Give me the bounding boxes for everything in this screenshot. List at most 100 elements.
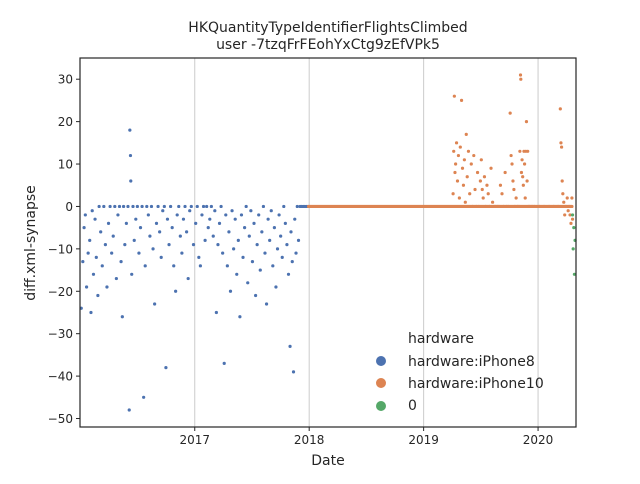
data-point (165, 217, 170, 221)
data-point (209, 204, 213, 209)
data-point (216, 243, 220, 247)
data-point (268, 238, 272, 242)
data-point (503, 170, 507, 175)
data-point (228, 289, 233, 293)
data-point (511, 179, 515, 183)
data-point (108, 204, 112, 209)
data-point (566, 209, 570, 213)
data-point (111, 234, 115, 238)
data-point (172, 264, 176, 268)
data-point (206, 226, 210, 230)
data-point (203, 238, 207, 242)
data-point (452, 149, 456, 153)
data-point (116, 213, 120, 217)
data-point (455, 179, 460, 183)
data-point (135, 204, 139, 209)
data-point (200, 213, 204, 217)
data-point (519, 170, 524, 175)
chart-title: HKQuantityTypeIdentifierFlightsClimbed (188, 20, 467, 36)
data-point (105, 285, 109, 289)
data-point (97, 204, 101, 209)
data-point (453, 170, 457, 175)
data-point (570, 213, 575, 217)
data-point (253, 293, 258, 298)
data-point (90, 209, 94, 213)
data-point (451, 192, 455, 196)
data-point (512, 187, 516, 192)
data-point (514, 196, 518, 200)
data-point (289, 230, 293, 234)
data-point (189, 204, 193, 209)
data-point (162, 204, 166, 209)
data-point (180, 251, 184, 255)
data-point (154, 221, 159, 226)
data-point (465, 175, 469, 179)
data-point (500, 192, 504, 196)
data-point (519, 77, 523, 81)
data-point (181, 217, 186, 221)
data-point (295, 204, 299, 209)
data-point (489, 166, 493, 170)
data-point (568, 213, 572, 217)
data-point (457, 196, 461, 200)
data-point (128, 128, 132, 132)
data-point (91, 272, 96, 276)
data-point (230, 209, 234, 213)
data-point (130, 272, 134, 276)
data-point (113, 204, 117, 209)
data-point (138, 226, 143, 230)
data-point (456, 153, 461, 158)
data-point (565, 196, 569, 200)
data-point (524, 120, 529, 124)
data-point (249, 209, 253, 213)
data-point (124, 221, 128, 226)
data-point (480, 187, 484, 192)
data-point (291, 370, 296, 374)
data-point (151, 247, 155, 251)
data-point (522, 162, 527, 166)
data-point (114, 276, 118, 281)
data-point (559, 145, 564, 149)
data-point (452, 94, 456, 98)
data-point (562, 200, 566, 204)
data-point (559, 141, 563, 145)
data-point (255, 243, 259, 247)
data-point (280, 255, 284, 259)
data-point (93, 217, 97, 221)
y-tick-label: 20 (58, 115, 73, 129)
data-point (96, 293, 100, 298)
x-axis: 2017 2018 2019 2020 (179, 427, 553, 447)
data-point (257, 213, 261, 217)
data-point (82, 226, 86, 230)
legend: hardware hardware:iPhone8 hardware:iPhon… (376, 331, 544, 414)
data-point (99, 230, 103, 234)
data-point (479, 158, 483, 162)
data-point (282, 204, 286, 209)
data-point (523, 196, 527, 200)
data-point (296, 238, 301, 242)
data-point (134, 217, 138, 221)
data-point (475, 170, 480, 175)
data-point (458, 145, 462, 149)
data-point (246, 281, 250, 285)
data-point (88, 238, 92, 242)
data-point (164, 366, 168, 370)
data-point (486, 192, 490, 196)
legend-label: hardware:iPhone10 (408, 376, 544, 392)
y-tick-label: 30 (58, 73, 73, 87)
data-point (153, 302, 157, 306)
data-point (518, 149, 522, 153)
data-point (235, 272, 239, 276)
data-point (279, 234, 283, 238)
data-point (520, 158, 524, 162)
data-point (119, 259, 123, 264)
data-point (233, 217, 237, 221)
data-point (224, 213, 228, 217)
legend-marker (376, 378, 386, 388)
data-point (277, 213, 281, 217)
data-point (454, 141, 459, 145)
data-point (195, 204, 199, 209)
data-point (526, 149, 530, 153)
data-point (222, 361, 226, 365)
